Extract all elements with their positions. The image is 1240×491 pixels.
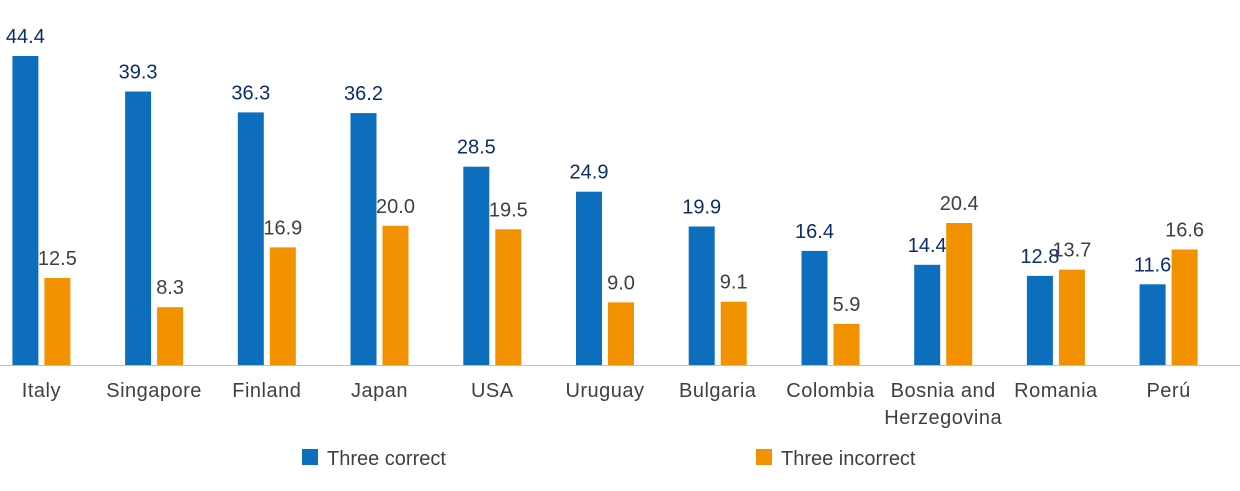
value-label-three-correct-4: 28.5 bbox=[457, 137, 496, 159]
value-label-three-incorrect-2: 16.9 bbox=[263, 217, 302, 239]
value-label-three-incorrect-4: 19.5 bbox=[489, 199, 528, 221]
bar-three-incorrect-3 bbox=[382, 225, 409, 365]
bar-three-correct-1 bbox=[125, 91, 152, 365]
category-label-line: Perú bbox=[1146, 380, 1190, 402]
bar-three-incorrect-6 bbox=[720, 301, 747, 365]
bar-three-correct-2 bbox=[237, 112, 264, 366]
value-label-three-incorrect-5: 9.0 bbox=[607, 272, 635, 294]
category-label-7: Colombia bbox=[786, 380, 875, 402]
value-label-three-correct-0: 44.4 bbox=[6, 26, 45, 48]
bar-three-correct-4 bbox=[463, 166, 490, 365]
bar-three-incorrect-2 bbox=[269, 247, 296, 365]
category-label-line: USA bbox=[471, 380, 514, 402]
category-label-8: Bosnia and Herzegovina bbox=[884, 380, 1002, 429]
legend-label-three-correct: Three correct bbox=[327, 448, 446, 470]
bar-three-incorrect-8 bbox=[946, 223, 973, 365]
value-label-three-incorrect-3: 20.0 bbox=[376, 196, 415, 218]
value-label-three-incorrect-8: 20.4 bbox=[940, 193, 979, 215]
value-label-three-incorrect-10: 16.6 bbox=[1165, 220, 1204, 242]
category-label-6: Bulgaria bbox=[679, 380, 757, 402]
category-label-line: Romania bbox=[1014, 380, 1098, 402]
bar-three-correct-9 bbox=[1026, 275, 1053, 365]
bar-three-correct-3 bbox=[350, 113, 377, 365]
value-label-three-correct-10: 11.6 bbox=[1134, 254, 1171, 276]
category-label-line: Italy bbox=[22, 380, 61, 402]
bar-three-correct-8 bbox=[914, 264, 941, 365]
value-label-three-correct-1: 39.3 bbox=[119, 62, 158, 84]
bar-three-incorrect-5 bbox=[608, 302, 634, 365]
value-label-three-correct-5: 24.9 bbox=[570, 162, 609, 184]
category-label-line: Finland bbox=[232, 380, 301, 402]
legend-swatch-three-incorrect bbox=[756, 449, 772, 465]
legend-label-three-incorrect: Three incorrect bbox=[781, 448, 916, 470]
value-labels-layer: 44.4 12.5 39.3 8.3 36.3 16.9 36.2 20.0 28.5 19.5 2… bbox=[6, 26, 1204, 316]
category-label-2: Finland bbox=[232, 380, 301, 402]
value-label-three-incorrect-6: 9.1 bbox=[720, 272, 748, 294]
bar-three-correct-0 bbox=[12, 56, 39, 365]
category-label-line: Colombia bbox=[786, 380, 875, 402]
bar-three-correct-7 bbox=[801, 250, 828, 365]
category-label-1: Singapore bbox=[106, 380, 202, 402]
category-label-4: USA bbox=[471, 380, 514, 402]
bar-three-incorrect-1 bbox=[157, 307, 184, 365]
category-label-10: Perú bbox=[1146, 380, 1190, 402]
value-label-three-correct-7: 16.4 bbox=[795, 221, 834, 243]
bars-layer bbox=[12, 56, 1198, 366]
bar-three-incorrect-10 bbox=[1171, 249, 1198, 365]
value-label-three-correct-3: 36.2 bbox=[344, 83, 383, 105]
category-label-line: Bulgaria bbox=[679, 380, 757, 402]
bar-three-correct-5 bbox=[576, 191, 602, 365]
value-label-three-correct-6: 19.9 bbox=[682, 197, 721, 219]
value-label-three-incorrect-0: 12.5 bbox=[38, 248, 77, 270]
category-label-line: Herzegovina bbox=[884, 407, 1002, 429]
bar-three-incorrect-0 bbox=[44, 278, 71, 365]
category-labels-layer: Italy Singapore Finland Japan USA Uruguay Bulg… bbox=[22, 380, 1190, 429]
category-label-line: Bosnia and bbox=[891, 380, 996, 402]
category-label-line: Uruguay bbox=[565, 380, 644, 402]
bar-three-correct-6 bbox=[688, 226, 715, 365]
category-label-5: Uruguay bbox=[565, 380, 644, 402]
value-label-three-incorrect-7: 5.9 bbox=[833, 294, 861, 316]
legend-swatch-three-correct bbox=[302, 449, 318, 465]
value-label-three-correct-8: 14.4 bbox=[908, 235, 947, 257]
bar-three-incorrect-7 bbox=[833, 323, 860, 365]
category-label-line: Japan bbox=[351, 380, 408, 402]
value-label-three-correct-2: 36.3 bbox=[231, 82, 270, 104]
category-label-3: Japan bbox=[351, 380, 408, 402]
category-label-line: Singapore bbox=[106, 380, 202, 402]
category-label-9: Romania bbox=[1014, 380, 1098, 402]
value-label-three-correct-9: 12.8 bbox=[1020, 246, 1059, 268]
value-label-three-incorrect-1: 8.3 bbox=[156, 277, 184, 299]
bar-three-incorrect-9 bbox=[1058, 269, 1085, 365]
category-label-0: Italy bbox=[22, 380, 61, 402]
value-label-three-incorrect-9: 13.7 bbox=[1052, 240, 1091, 262]
legend: Three correct Three incorrect bbox=[302, 448, 916, 470]
bar-three-correct-10 bbox=[1139, 284, 1166, 365]
bar-three-incorrect-4 bbox=[495, 229, 522, 365]
